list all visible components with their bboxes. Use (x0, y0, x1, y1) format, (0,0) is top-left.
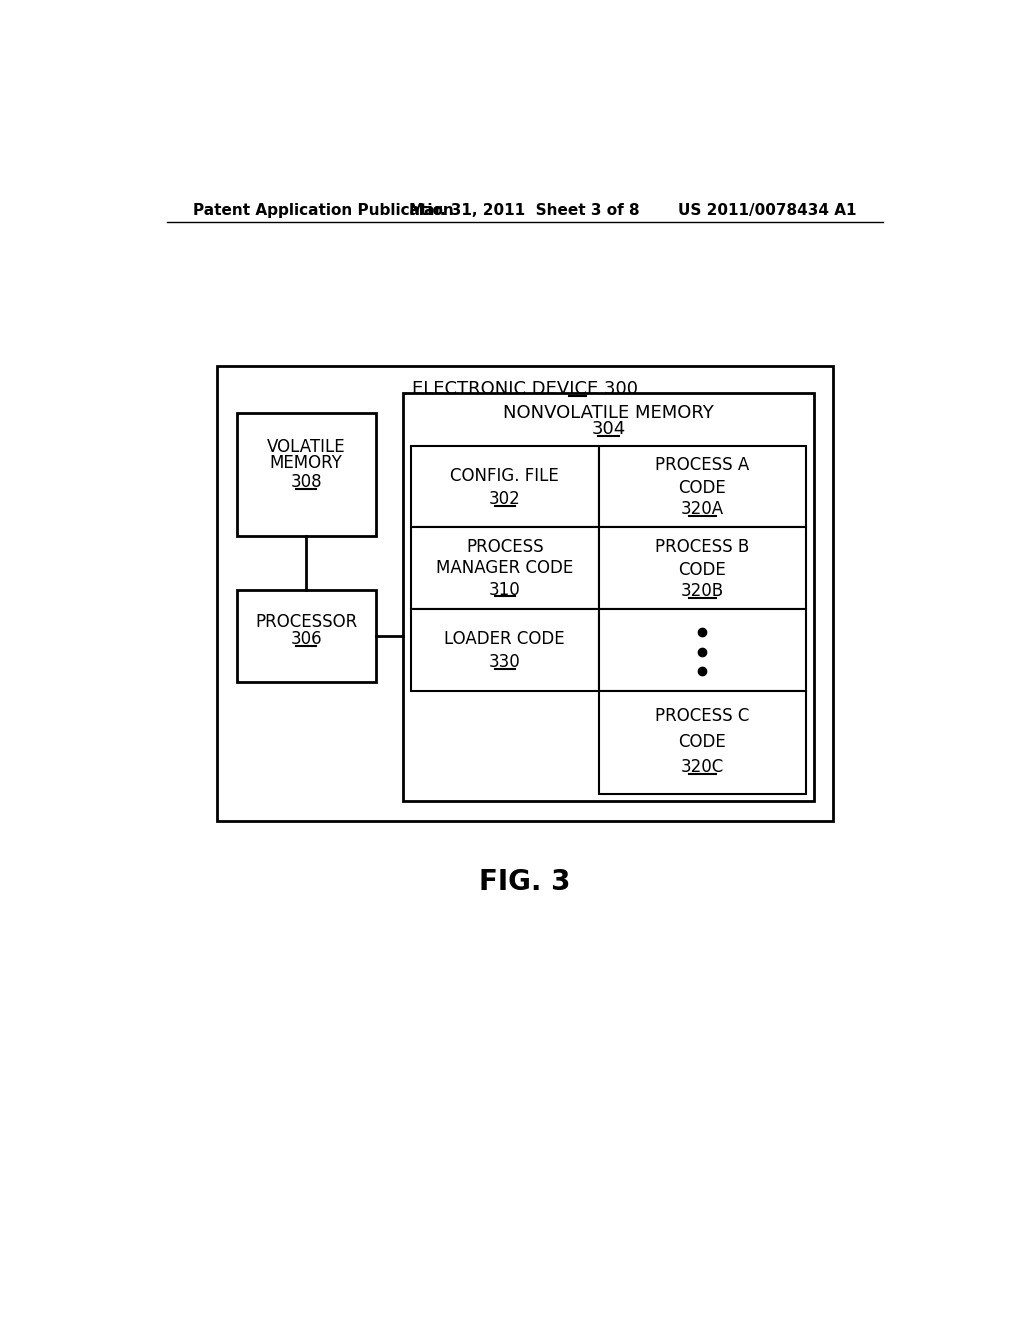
Text: 304: 304 (592, 421, 626, 438)
Bar (411, 610, 599, 690)
Text: 330: 330 (488, 653, 520, 672)
Text: 310: 310 (488, 581, 520, 598)
Text: 320B: 320B (681, 582, 724, 601)
Text: CODE: CODE (679, 561, 726, 579)
Bar (237, 590, 376, 682)
Text: Patent Application Publication: Patent Application Publication (194, 203, 454, 218)
Text: MEMORY: MEMORY (269, 454, 343, 471)
Text: LOADER CODE: LOADER CODE (444, 631, 565, 648)
Text: Mar. 31, 2011  Sheet 3 of 8: Mar. 31, 2011 Sheet 3 of 8 (410, 203, 640, 218)
Text: 306: 306 (291, 630, 323, 648)
Text: CONFIG. FILE: CONFIG. FILE (451, 467, 559, 484)
Bar (237, 412, 376, 536)
Text: CODE: CODE (679, 734, 726, 751)
Text: PROCESSOR: PROCESSOR (255, 612, 357, 631)
Bar (411, 446, 599, 528)
Bar (599, 690, 806, 793)
Text: CODE: CODE (679, 479, 726, 498)
Bar (403, 393, 814, 801)
Bar (411, 528, 599, 610)
Text: PROCESS C: PROCESS C (655, 706, 750, 725)
Bar (217, 367, 834, 821)
Text: VOLATILE: VOLATILE (267, 438, 345, 457)
Text: 302: 302 (488, 490, 520, 508)
Text: ELECTRONIC DEVICE 300: ELECTRONIC DEVICE 300 (413, 380, 638, 399)
Text: US 2011/0078434 A1: US 2011/0078434 A1 (678, 203, 856, 218)
Bar (599, 446, 806, 528)
Text: 320C: 320C (681, 758, 724, 776)
Text: 320A: 320A (681, 500, 724, 519)
Text: PROCESS B: PROCESS B (655, 539, 750, 556)
Text: PROCESS A: PROCESS A (655, 457, 750, 474)
Text: PROCESS: PROCESS (466, 539, 544, 556)
Bar (599, 528, 806, 610)
Text: NONVOLATILE MEMORY: NONVOLATILE MEMORY (503, 404, 714, 421)
Bar (599, 610, 806, 690)
Text: FIG. 3: FIG. 3 (479, 869, 570, 896)
Text: 308: 308 (291, 473, 323, 491)
Text: MANAGER CODE: MANAGER CODE (436, 560, 573, 577)
